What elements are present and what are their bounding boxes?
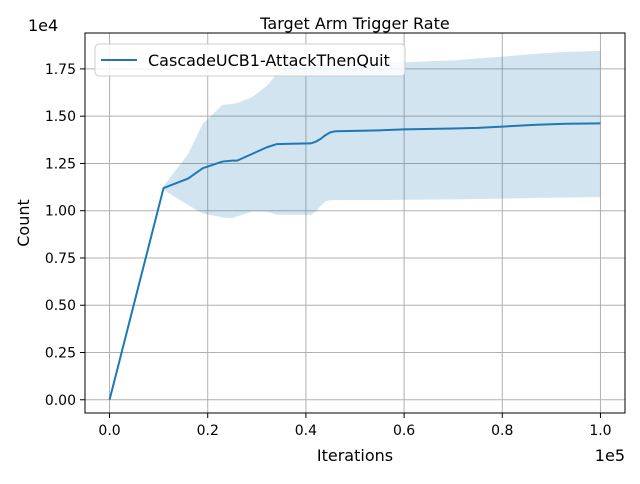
x-tick-label: 0.2 (197, 423, 219, 439)
y-axis-label: Count (14, 199, 33, 247)
series-line (108, 122, 601, 401)
y-axis-multiplier: 1e4 (28, 16, 58, 35)
confidence-band (109, 50, 601, 400)
x-axis-multiplier: 1e5 (595, 446, 625, 465)
x-tick-label: 0.6 (393, 423, 415, 439)
y-tick-label: 0.75 (45, 251, 76, 267)
x-tick-label: 0.4 (295, 423, 317, 439)
x-tick-label: 0.8 (491, 423, 513, 439)
x-tick-label: 0.0 (98, 423, 120, 439)
y-tick-label: 1.50 (45, 109, 76, 125)
legend-entry: CascadeUCB1-AttackThenQuit (148, 51, 390, 70)
y-tick-label: 0.25 (45, 346, 76, 362)
y-tick-label: 1.25 (45, 156, 76, 172)
y-tick-label: 0.50 (45, 298, 76, 314)
series-lines (108, 122, 601, 401)
x-tick-label: 1.0 (589, 423, 611, 439)
y-tick-label: 1.00 (45, 204, 76, 220)
plot-frame (84, 32, 626, 414)
axis-ticks: 0.0 0.2 0.4 0.6 0.8 1.0 0.00 0.25 0.50 0.75 1.00 1.… (45, 62, 612, 439)
chart-title: Target Arm Trigger Rate (259, 14, 449, 33)
legend-box (94, 43, 406, 77)
x-axis-label: Iterations (317, 446, 393, 465)
confidence-bands (109, 50, 601, 400)
legend: CascadeUCB1-AttackThenQuit (94, 43, 406, 77)
y-tick-label: 0.00 (45, 393, 76, 409)
y-tick-label: 1.75 (45, 62, 76, 78)
